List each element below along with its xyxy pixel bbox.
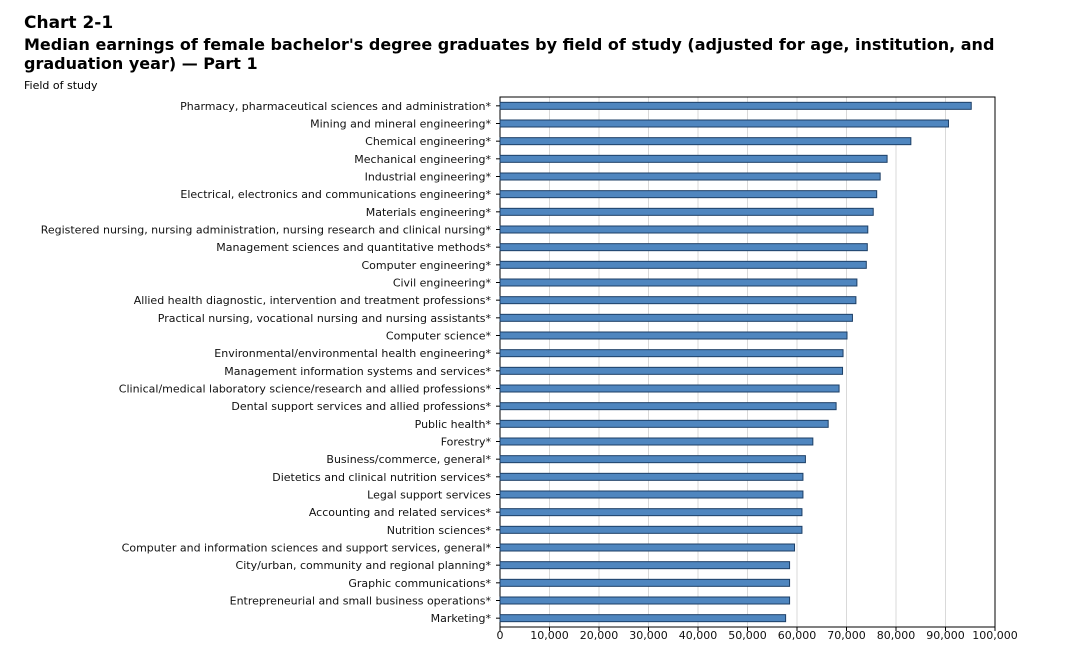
bar [499,490,804,499]
bar [499,596,791,605]
chart-header: Chart 2-1 Median earnings of female bach… [24,13,1064,74]
category-label: Marketing* [431,612,492,625]
category-label: Registered nursing, nursing administrati… [41,224,492,237]
bar [499,119,949,128]
category-label: Computer science* [386,330,492,343]
category-label: Computer engineering* [362,259,492,272]
bar [499,437,814,446]
category-label: Management sciences and quantitative met… [216,241,491,254]
category-label: City/urban, community and regional plann… [236,559,492,572]
category-label: Nutrition sciences* [387,524,492,537]
category-label: Business/commerce, general* [326,453,491,466]
category-label: Dietetics and clinical nutrition service… [272,471,491,484]
x-tick-label: 100,000 [972,629,1018,642]
category-label: Electrical, electronics and communicatio… [180,188,491,201]
x-tick-label: 20,000 [580,629,619,642]
bar [499,296,857,305]
x-tick-label: 10,000 [530,629,569,642]
bar [499,331,848,340]
category-label: Civil engineering* [393,277,492,290]
x-tick-label: 90,000 [926,629,965,642]
category-label: Mining and mineral engineering* [310,118,491,131]
category-label: Forestry* [441,436,492,449]
bar [499,207,874,216]
bar [499,384,840,393]
category-label: Entrepreneurial and small business opera… [230,595,492,608]
bar [499,154,888,163]
bar [499,614,787,623]
category-label: Materials engineering* [366,206,492,219]
category-label: Allied health diagnostic, intervention a… [134,294,492,307]
bar [499,278,858,287]
category-label: Mechanical engineering* [354,153,491,166]
x-tick-label: 40,000 [679,629,718,642]
bar [499,543,796,552]
bar [499,172,881,181]
bar [499,455,806,464]
bar [499,349,844,358]
category-label: Practical nursing, vocational nursing an… [158,312,492,325]
category-label: Computer and information sciences and su… [122,542,492,555]
bar [499,260,867,269]
category-label: Accounting and related services* [309,506,492,519]
category-label: Legal support services [367,489,491,502]
x-tick-label: 30,000 [629,629,668,642]
bar [499,313,853,322]
x-tick-label: 50,000 [728,629,767,642]
x-tick-label: 0 [497,629,504,642]
bar [499,561,791,570]
category-label: Public health* [415,418,492,431]
category-label: Clinical/medical laboratory science/rese… [119,383,492,396]
bar [499,366,844,375]
bar [499,419,829,428]
y-axis-caption: Field of study [24,79,98,92]
bar [499,402,837,411]
bar [499,472,804,481]
x-axis-label: 2015 constant dollars [688,647,808,649]
bar [499,525,803,534]
bar [499,190,878,199]
bar [499,225,869,234]
bar [499,137,912,146]
category-label: Dental support services and allied profe… [231,400,491,413]
category-label: Pharmacy, pharmaceutical sciences and ad… [180,100,491,113]
category-label: Environmental/environmental health engin… [214,347,491,360]
x-tick-label: 80,000 [877,629,916,642]
category-label: Management information systems and servi… [224,365,491,378]
x-tick-label: 60,000 [778,629,817,642]
chart-number: Chart 2-1 [24,13,114,33]
bar [499,578,791,587]
bar [499,508,803,517]
bar [499,101,972,110]
category-label: Chemical engineering* [365,135,491,148]
x-tick-label: 70,000 [827,629,866,642]
bar [499,243,868,252]
category-label: Graphic communications* [348,577,491,590]
chart-title: Median earnings of female bachelor's deg… [24,35,995,73]
category-label: Industrial engineering* [365,171,492,184]
